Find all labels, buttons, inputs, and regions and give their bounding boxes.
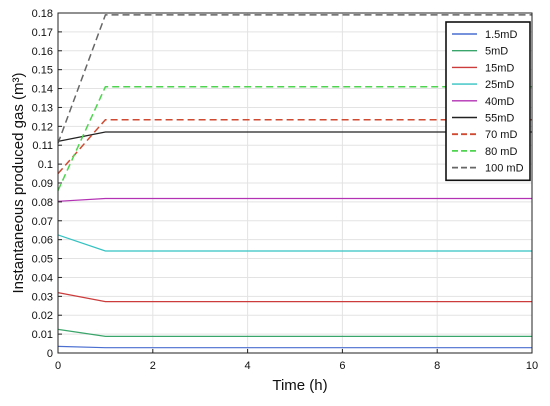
legend-label-7: 80 mD — [485, 146, 517, 158]
legend-label-3: 25mD — [485, 79, 514, 91]
y-tick-label: 0.11 — [32, 140, 53, 152]
x-tick-label: 6 — [339, 360, 345, 372]
y-tick-label: 0.16 — [32, 46, 53, 58]
y-tick-label: 0.17 — [32, 27, 53, 39]
y-tick-label: 0.09 — [32, 178, 53, 190]
y-tick-label: 0.12 — [32, 121, 53, 133]
y-tick-label: 0.08 — [32, 197, 53, 209]
y-tick-label: 0.07 — [32, 216, 53, 228]
x-axis-label: Time (h) — [272, 377, 327, 394]
legend-label-4: 40mD — [485, 96, 514, 108]
y-tick-label: 0.1 — [38, 159, 53, 171]
legend-label-8: 100 mD — [485, 163, 524, 175]
axis-ticks: 0 0.01 0.02 0.03 0.04 0.05 0.06 0.07 0.08 0.09 0.1… — [32, 8, 539, 372]
series-line-7 — [57, 85, 532, 191]
legend-label-0: 1.5mD — [485, 29, 517, 41]
series-lines — [57, 14, 532, 349]
y-tick-label: 0.02 — [32, 310, 53, 322]
series-line-3 — [57, 234, 532, 252]
y-tick-label: 0.05 — [32, 254, 53, 266]
legend-label-6: 70 mD — [485, 129, 517, 141]
y-tick-label: 0.06 — [32, 235, 53, 247]
legend-label-2: 15mD — [485, 62, 514, 74]
y-tick-label: 0.15 — [32, 65, 53, 77]
legend-label-1: 5mD — [485, 46, 508, 58]
y-tick-label: 0.14 — [32, 84, 53, 96]
series-line-0 — [57, 345, 532, 349]
y-tick-label: 0.03 — [32, 291, 53, 303]
x-tick-label: 2 — [150, 360, 156, 372]
y-tick-label: 0 — [47, 348, 53, 360]
y-axis-label: Instantaneous produced gas (m³) — [10, 73, 27, 294]
x-tick-label: 8 — [434, 360, 440, 372]
x-tick-label: 10 — [526, 360, 538, 372]
series-line-5 — [57, 131, 532, 142]
x-tick-label: 0 — [55, 360, 61, 372]
legend: 1.5mD 5mD 15mD 25mD 40mD 55mD 70 mD 80 mD 100 mD — [445, 21, 531, 182]
y-tick-label: 0.04 — [32, 272, 53, 284]
y-tick-label: 0.13 — [32, 102, 53, 114]
x-tick-label: 4 — [245, 360, 251, 372]
series-line-1 — [57, 328, 532, 337]
legend-label-5: 55mD — [485, 113, 514, 125]
y-tick-label: 0.01 — [32, 329, 53, 341]
series-line-4 — [57, 197, 532, 202]
series-line-8 — [57, 14, 532, 144]
y-tick-label: 0.18 — [32, 8, 53, 20]
series-line-2 — [57, 292, 532, 303]
